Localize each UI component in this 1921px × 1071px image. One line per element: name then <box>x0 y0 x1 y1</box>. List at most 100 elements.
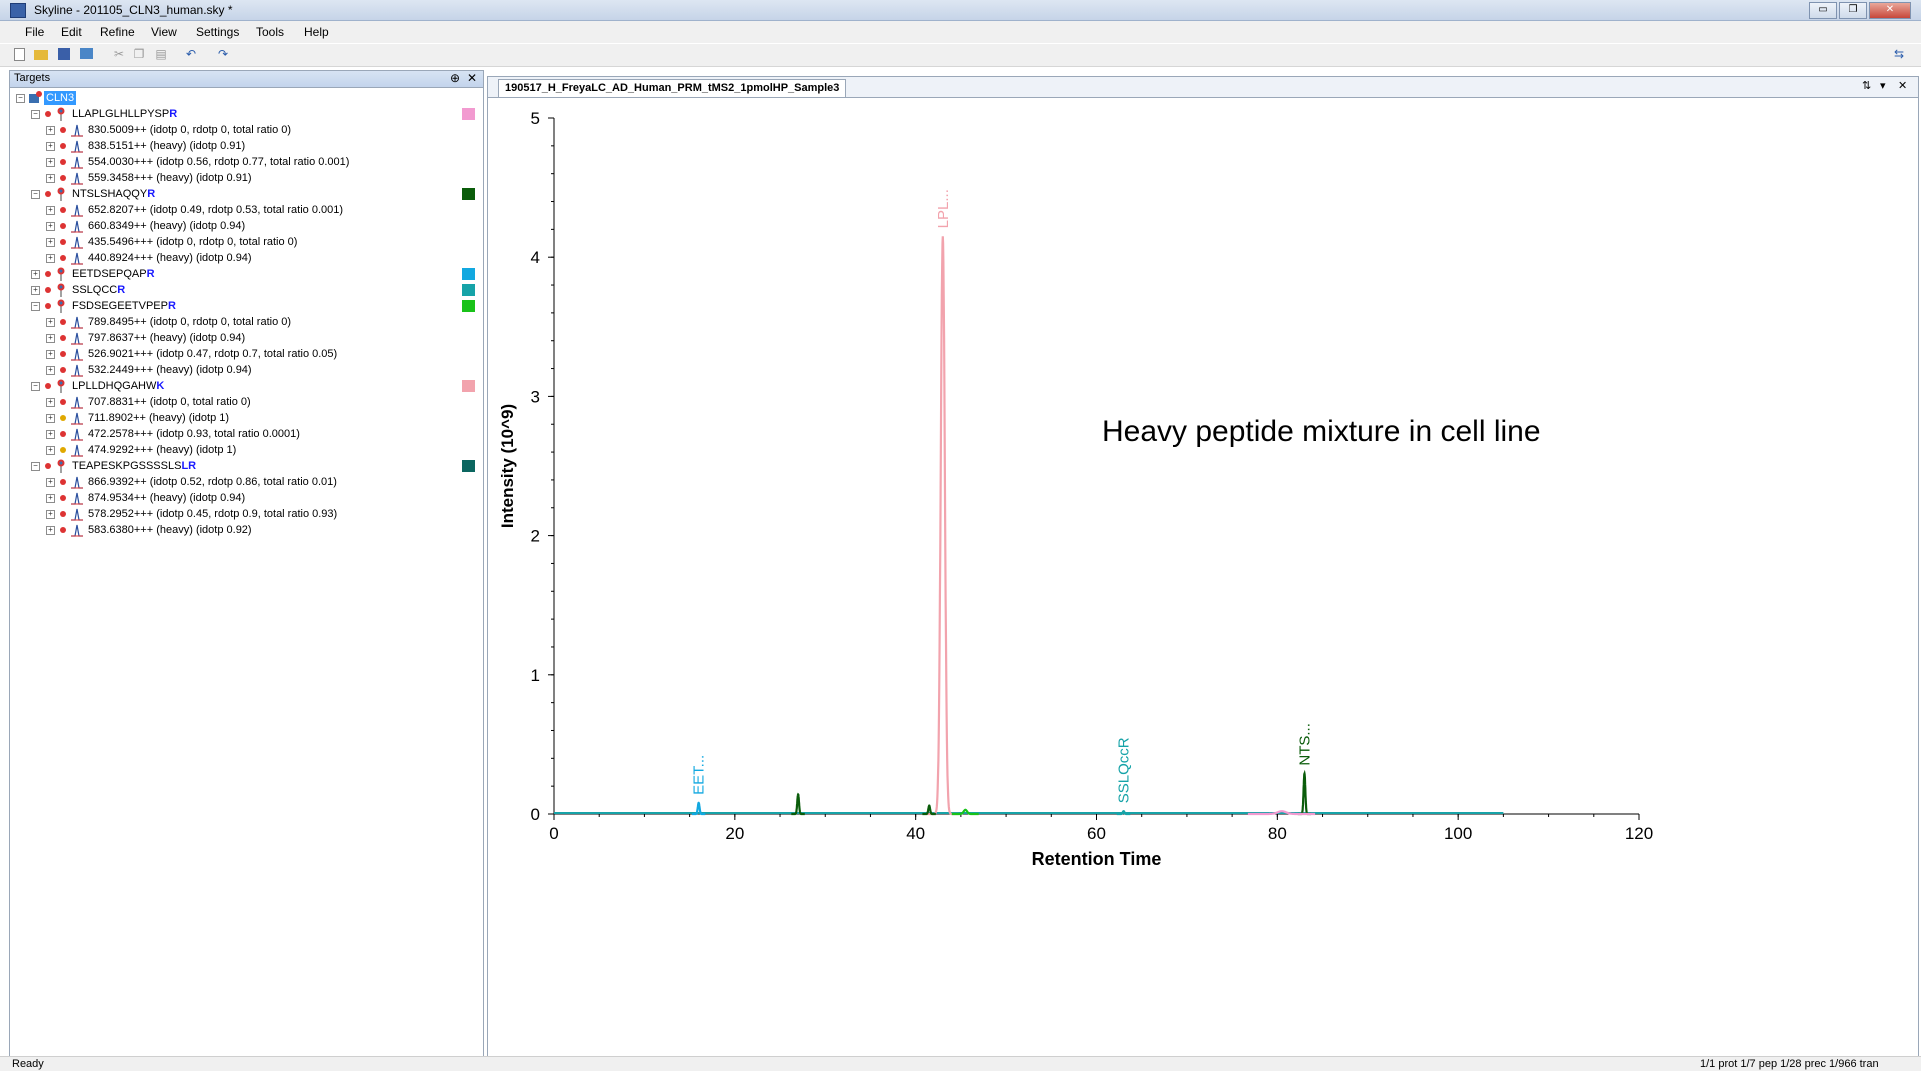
menu-help[interactable]: Help <box>304 25 329 39</box>
expand-icon[interactable]: + <box>46 318 55 327</box>
open-folder-icon[interactable] <box>34 50 48 60</box>
transition-row[interactable]: +789.8495++ (idotp 0, rdotp 0, total rat… <box>10 314 480 330</box>
expand-icon[interactable]: + <box>46 334 55 343</box>
expand-icon[interactable]: + <box>46 142 55 151</box>
expand-icon[interactable]: + <box>46 254 55 263</box>
save-icon[interactable] <box>58 48 70 60</box>
transition-label[interactable]: 838.5151++ (heavy) (idotp 0.91) <box>88 140 246 152</box>
expand-icon[interactable]: + <box>46 174 55 183</box>
publish-icon[interactable] <box>80 48 93 59</box>
tree-root-row[interactable]: − CLN3 <box>10 90 480 106</box>
transition-label[interactable]: 440.8924+++ (heavy) (idotp 0.94) <box>88 252 252 264</box>
transition-label[interactable]: 532.2449+++ (heavy) (idotp 0.94) <box>88 364 252 376</box>
transition-row[interactable]: +435.5496+++ (idotp 0, rdotp 0, total ra… <box>10 234 480 250</box>
transition-row[interactable]: +474.9292+++ (heavy) (idotp 1) <box>10 442 480 458</box>
collapse-icon[interactable]: − <box>31 462 40 471</box>
transition-label[interactable]: 789.8495++ (idotp 0, rdotp 0, total rati… <box>88 316 292 328</box>
collapse-icon[interactable]: − <box>31 190 40 199</box>
transition-label[interactable]: 474.9292+++ (heavy) (idotp 1) <box>88 444 237 456</box>
chromatogram-chart[interactable]: 0 20 40 60 80 100 120 0 1 2 3 4 5 Retention Time Inten… <box>488 98 1918 1056</box>
transition-label[interactable]: 797.8637++ (heavy) (idotp 0.94) <box>88 332 246 344</box>
transition-label[interactable]: 526.9021+++ (idotp 0.47, rdotp 0.7, tota… <box>88 348 338 360</box>
collapse-icon[interactable]: − <box>16 94 25 103</box>
menu-edit[interactable]: Edit <box>61 25 82 39</box>
menu-tools[interactable]: Tools <box>256 25 285 39</box>
expand-icon[interactable]: + <box>46 414 55 423</box>
collapse-icon[interactable]: − <box>31 382 40 391</box>
menu-settings[interactable]: Settings <box>196 25 240 39</box>
transition-row[interactable]: +526.9021+++ (idotp 0.47, rdotp 0.7, tot… <box>10 346 480 362</box>
transition-label[interactable]: 830.5009++ (idotp 0, rdotp 0, total rati… <box>88 124 292 136</box>
expand-icon[interactable]: + <box>46 446 55 455</box>
transition-label[interactable]: 435.5496+++ (idotp 0, rdotp 0, total rat… <box>88 236 298 248</box>
transition-row[interactable]: +830.5009++ (idotp 0, rdotp 0, total rat… <box>10 122 480 138</box>
collapse-icon[interactable]: − <box>31 110 40 119</box>
close-tab-icon[interactable]: ✕ <box>1898 80 1908 92</box>
expand-icon[interactable]: + <box>46 398 55 407</box>
chevron-down-icon[interactable]: ▾ <box>1880 80 1886 92</box>
new-file-icon[interactable] <box>14 48 25 61</box>
peptide-row[interactable]: + SSLQCCR <box>10 282 480 298</box>
peptide-sequence[interactable]: TEAPESKPGSSSSLSLR <box>72 458 196 474</box>
peptide-sequence[interactable]: LLAPLGLHLLPYSPR <box>72 106 177 122</box>
expand-icon[interactable]: + <box>31 286 40 295</box>
peptide-row[interactable]: − LLAPLGLHLLPYSPR <box>10 106 480 122</box>
expand-icon[interactable]: + <box>46 510 55 519</box>
transition-row[interactable]: +554.0030+++ (idotp 0.56, rdotp 0.77, to… <box>10 154 480 170</box>
transition-row[interactable]: +838.5151++ (heavy) (idotp 0.91) <box>10 138 480 154</box>
transition-label[interactable]: 559.3458+++ (heavy) (idotp 0.91) <box>88 172 252 184</box>
expand-icon[interactable]: + <box>46 126 55 135</box>
transition-label[interactable]: 583.6380+++ (heavy) (idotp 0.92) <box>88 524 252 536</box>
peptide-row[interactable]: − FSDSEGEETVPEPR <box>10 298 480 314</box>
transition-row[interactable]: +711.8902++ (heavy) (idotp 1) <box>10 410 480 426</box>
collapse-icon[interactable]: − <box>31 302 40 311</box>
close-panel-icon[interactable]: ✕ <box>467 71 478 85</box>
protein-name[interactable]: CLN3 <box>44 91 77 105</box>
transition-label[interactable]: 866.9392++ (idotp 0.52, rdotp 0.86, tota… <box>88 476 337 488</box>
transition-row[interactable]: +583.6380+++ (heavy) (idotp 0.92) <box>10 522 480 538</box>
expand-icon[interactable]: + <box>46 494 55 503</box>
transition-label[interactable]: 554.0030+++ (idotp 0.56, rdotp 0.77, tot… <box>88 156 350 168</box>
expand-icon[interactable]: + <box>46 430 55 439</box>
tab-chromatogram[interactable]: 190517_H_FreyaLC_AD_Human_PRM_tMS2_1pmol… <box>498 79 847 97</box>
peptide-sequence[interactable]: FSDSEGEETVPEPR <box>72 298 176 314</box>
close-window-button[interactable]: ✕ <box>1869 2 1911 19</box>
cut-icon[interactable]: ✂ <box>113 47 125 61</box>
expand-icon[interactable]: + <box>46 366 55 375</box>
expand-icon[interactable]: + <box>46 222 55 231</box>
peptide-row[interactable]: − NTSLSHAQQYR <box>10 186 480 202</box>
peptide-row[interactable]: − TEAPESKPGSSSSLSLR <box>10 458 480 474</box>
peptide-row[interactable]: + EETDSEPQAPR <box>10 266 480 282</box>
minimize-button[interactable]: ▭ <box>1809 2 1837 19</box>
transition-label[interactable]: 874.9534++ (heavy) (idotp 0.94) <box>88 492 246 504</box>
transition-row[interactable]: +866.9392++ (idotp 0.52, rdotp 0.86, tot… <box>10 474 480 490</box>
transition-row[interactable]: +874.9534++ (heavy) (idotp 0.94) <box>10 490 480 506</box>
transition-row[interactable]: +440.8924+++ (heavy) (idotp 0.94) <box>10 250 480 266</box>
pin-icon[interactable]: ⊕ <box>450 71 461 85</box>
menu-file[interactable]: File <box>25 25 45 39</box>
menu-refine[interactable]: Refine <box>100 25 135 39</box>
link-icon[interactable]: ⇆ <box>1893 47 1905 61</box>
copy-icon[interactable]: ❐ <box>133 47 145 61</box>
transition-row[interactable]: +559.3458+++ (heavy) (idotp 0.91) <box>10 170 480 186</box>
menu-view[interactable]: View <box>151 25 177 39</box>
expand-icon[interactable]: + <box>46 526 55 535</box>
expand-icon[interactable]: + <box>46 478 55 487</box>
maximize-button[interactable]: ❐ <box>1839 2 1867 19</box>
paste-icon[interactable]: ▤ <box>155 47 167 61</box>
transition-label[interactable]: 578.2952+++ (idotp 0.45, rdotp 0.9, tota… <box>88 508 338 520</box>
redo-icon[interactable]: ↷ <box>217 47 229 61</box>
transition-label[interactable]: 711.8902++ (heavy) (idotp 1) <box>88 412 230 424</box>
transition-row[interactable]: +652.8207++ (idotp 0.49, rdotp 0.53, tot… <box>10 202 480 218</box>
transition-label[interactable]: 652.8207++ (idotp 0.49, rdotp 0.53, tota… <box>88 204 344 216</box>
transition-row[interactable]: +578.2952+++ (idotp 0.45, rdotp 0.9, tot… <box>10 506 480 522</box>
transition-label[interactable]: 472.2578+++ (idotp 0.93, total ratio 0.0… <box>88 428 300 440</box>
expand-icon[interactable]: + <box>31 270 40 279</box>
expand-icon[interactable]: + <box>46 206 55 215</box>
transition-row[interactable]: +660.8349++ (heavy) (idotp 0.94) <box>10 218 480 234</box>
split-icon[interactable]: ⇅ <box>1862 80 1872 92</box>
transition-row[interactable]: +472.2578+++ (idotp 0.93, total ratio 0.… <box>10 426 480 442</box>
transition-row[interactable]: +797.8637++ (heavy) (idotp 0.94) <box>10 330 480 346</box>
transition-label[interactable]: 660.8349++ (heavy) (idotp 0.94) <box>88 220 246 232</box>
peptide-sequence[interactable]: LPLLDHQGAHWK <box>72 378 164 394</box>
